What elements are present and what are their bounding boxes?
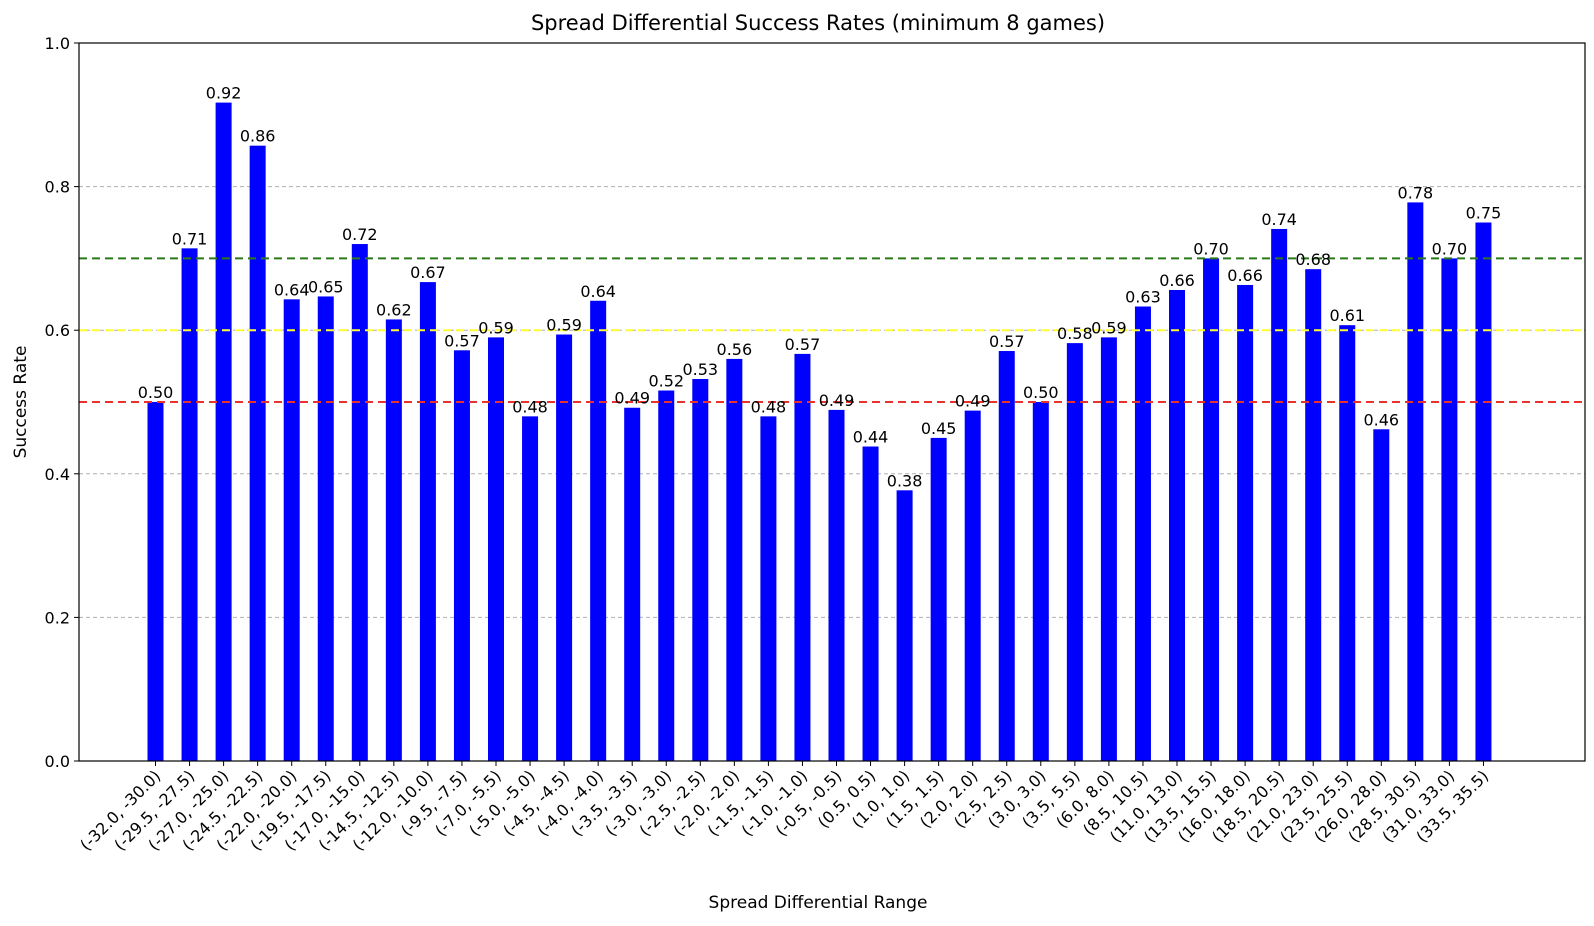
y-tick-label: 0.6	[45, 321, 70, 340]
x-ticks: (-32.0, -30.0)(-29.5, -27.5)(-27.0, -25.…	[76, 761, 1492, 854]
bar	[1066, 343, 1083, 761]
bar-value-label: 0.59	[1091, 318, 1127, 337]
bar	[419, 282, 436, 761]
data-labels: 0.500.710.920.860.640.650.720.620.670.57…	[138, 84, 1502, 491]
bar-value-label: 0.45	[921, 419, 957, 438]
bar-value-label: 0.64	[274, 280, 310, 299]
bar-value-label: 0.48	[512, 397, 548, 416]
bar	[692, 379, 709, 761]
bar-value-label: 0.64	[580, 282, 616, 301]
bar-value-label: 0.58	[1057, 324, 1093, 343]
bar	[1339, 325, 1356, 761]
bar-value-label: 0.53	[682, 360, 718, 379]
bar	[1373, 429, 1390, 761]
bar	[283, 299, 300, 761]
bar-value-label: 0.65	[308, 277, 344, 296]
bar-value-label: 0.52	[648, 372, 684, 391]
bar-value-label: 0.74	[1261, 210, 1297, 229]
y-tick-label: 0.2	[45, 608, 70, 627]
y-tick-label: 0.8	[45, 178, 70, 197]
bar-value-label: 0.57	[785, 335, 821, 354]
bar	[147, 402, 164, 761]
bar	[1134, 306, 1151, 761]
bar-value-label: 0.71	[172, 229, 208, 248]
bar-value-label: 0.44	[853, 428, 889, 447]
bar-value-label: 0.50	[138, 383, 174, 402]
bar-value-label: 0.46	[1363, 410, 1399, 429]
bar	[1100, 337, 1117, 761]
bar-value-label: 0.66	[1227, 266, 1263, 285]
bar	[862, 446, 879, 761]
bar-value-label: 0.59	[546, 316, 582, 335]
reference-lines	[79, 257, 1585, 403]
y-tick-label: 0.0	[45, 752, 70, 771]
y-tick-label: 0.4	[45, 465, 70, 484]
bar	[453, 350, 470, 761]
bar	[317, 296, 334, 761]
y-ticks: 0.0 0.2 0.4 0.6 0.8 1.0	[45, 34, 79, 771]
bar-value-label: 0.67	[410, 263, 446, 282]
bar-value-label: 0.38	[887, 471, 923, 490]
bar	[1032, 402, 1049, 761]
bar	[896, 490, 913, 761]
bar	[726, 358, 743, 761]
bar-value-label: 0.49	[955, 392, 991, 411]
bar	[964, 410, 981, 761]
bar-value-label: 0.48	[751, 397, 787, 416]
bar-value-label: 0.57	[444, 331, 480, 350]
bar	[794, 353, 811, 761]
y-axis-label: Success Rate	[11, 346, 31, 459]
bar	[1407, 202, 1424, 761]
bar-value-label: 0.56	[717, 340, 753, 359]
bar	[998, 351, 1015, 761]
bar	[1169, 289, 1185, 761]
bar-value-label: 0.66	[1159, 271, 1195, 290]
bar-value-label: 0.78	[1398, 183, 1434, 202]
bar	[215, 102, 232, 762]
bars	[147, 102, 1492, 762]
bar-value-label: 0.62	[376, 300, 412, 319]
x-axis-label: Spread Differential Range	[709, 893, 928, 913]
bar-value-label: 0.49	[819, 391, 855, 410]
bar-value-label: 0.61	[1329, 306, 1365, 325]
bar	[1237, 284, 1254, 761]
bar-value-label: 0.75	[1466, 204, 1502, 223]
bar	[249, 145, 266, 761]
bar	[556, 334, 573, 761]
bar	[1305, 269, 1322, 761]
bar	[590, 300, 607, 761]
bar	[351, 244, 368, 762]
y-tick-label: 1.0	[45, 34, 70, 53]
bar	[522, 416, 539, 761]
bar	[1441, 258, 1458, 761]
bar-value-label: 0.72	[342, 225, 378, 244]
bar	[624, 407, 641, 761]
bar-value-label: 0.50	[1023, 383, 1059, 402]
bar	[385, 319, 402, 761]
bar	[1203, 258, 1220, 761]
bar-value-label: 0.70	[1193, 239, 1229, 258]
bar-value-label: 0.68	[1295, 250, 1331, 269]
bar	[1475, 222, 1492, 761]
bar-value-label: 0.70	[1432, 239, 1468, 258]
bar-value-label: 0.63	[1125, 288, 1161, 307]
bar	[488, 337, 504, 761]
bar-value-label: 0.59	[478, 318, 514, 337]
bar	[828, 409, 845, 761]
bar	[760, 416, 777, 761]
bar-value-label: 0.57	[989, 332, 1025, 351]
bar	[181, 248, 198, 761]
chart-title: Spread Differential Success Rates (minim…	[531, 11, 1105, 35]
bar-value-label: 0.49	[614, 389, 650, 408]
bar	[658, 390, 675, 761]
bar	[930, 437, 947, 761]
plot-frame	[78, 42, 1586, 762]
bar	[1271, 228, 1288, 761]
bar-value-label: 0.86	[240, 127, 276, 146]
bar-value-label: 0.92	[206, 84, 242, 103]
